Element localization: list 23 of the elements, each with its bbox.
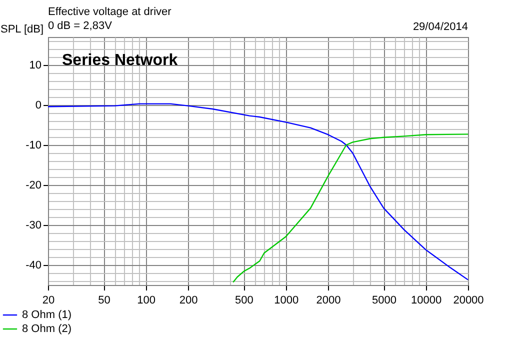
chart-title: Effective voltage at driver: [48, 6, 172, 18]
x-tick-label: 20000: [453, 294, 484, 306]
text: 29/04/2014: [412, 21, 468, 33]
chart-subtitle: 0 dB = 2,83V: [48, 20, 113, 32]
y-tick-label: -30: [26, 220, 42, 232]
x-tick-label: 2000: [316, 294, 341, 306]
x-tick-label: 10000: [411, 294, 442, 306]
x-tick-label: 5000: [372, 294, 396, 306]
annotation: Series Network: [62, 52, 178, 69]
legend-label: 8 Ohm (2): [22, 323, 72, 335]
legend-label: 8 Ohm (1): [22, 309, 72, 321]
x-tick-label: 100: [137, 294, 156, 306]
x-tick-label: 20: [42, 294, 55, 306]
y-tick-label: -10: [26, 140, 42, 152]
x-tick-label: 1000: [274, 294, 299, 306]
y-tick-label: -20: [26, 180, 42, 192]
y-axis-title: SPL [dB]: [0, 24, 44, 36]
x-tick-label: 200: [179, 294, 198, 306]
x-tick-label: 500: [235, 294, 254, 306]
x-tick-label: 50: [98, 294, 110, 306]
y-tick-label: 0: [35, 100, 42, 112]
y-tick-label: 10: [29, 60, 42, 72]
y-tick-label: -40: [26, 260, 42, 272]
